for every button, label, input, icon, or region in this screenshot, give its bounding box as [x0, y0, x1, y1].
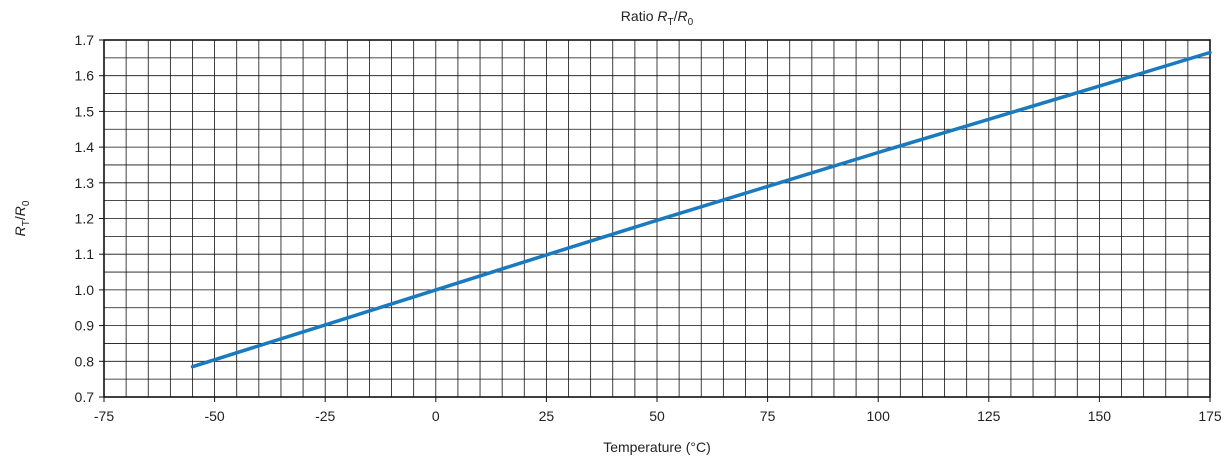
y-tick-label: 1.2 [75, 211, 95, 227]
x-axis-ticks: -75 -50 -25 0 25 50 75 100 125 150 175 [94, 397, 1222, 424]
y-tick-label: 1.5 [75, 103, 95, 119]
x-tick-label: 125 [977, 408, 1001, 424]
y-tick-label: 1.4 [75, 139, 95, 155]
y-tick-label: 0.9 [75, 318, 95, 334]
x-tick-label: 175 [1198, 408, 1222, 424]
ylabel-slash: / [12, 216, 28, 220]
y-tick-label: 0.7 [75, 389, 95, 405]
series-layer [190, 50, 1212, 369]
title-sub1: T [668, 17, 674, 28]
title-var2: R [678, 8, 688, 24]
x-tick-label: 25 [539, 408, 555, 424]
y-tick-label: 1.7 [75, 32, 95, 48]
y-tick-label: 1.1 [75, 246, 95, 262]
y-tick-label: 1.6 [75, 68, 95, 84]
x-tick-label: 50 [649, 408, 665, 424]
x-tick-label: 150 [1088, 408, 1112, 424]
x-tick-label: 75 [760, 408, 776, 424]
x-tick-label: -25 [315, 408, 335, 424]
x-tick-label: 0 [432, 408, 440, 424]
series-line [190, 50, 1212, 369]
ylabel-sub2: 0 [21, 200, 32, 206]
chart-title: Ratio RT/R0 [621, 8, 694, 28]
y-tick-label: 0.8 [75, 353, 95, 369]
y-tick-label: 1.3 [75, 175, 95, 191]
y-axis-label: RT/R0 [12, 200, 32, 236]
y-tick-label: 1.0 [75, 282, 95, 298]
x-tick-label: 100 [867, 408, 891, 424]
ylabel-var1: R [12, 226, 28, 236]
x-axis-label: Temperature (°C) [603, 439, 711, 455]
ylabel-sub1: T [21, 220, 32, 226]
grid [104, 40, 1210, 397]
title-slash: / [674, 8, 678, 24]
x-tick-label: -75 [94, 408, 114, 424]
title-sub2: 0 [688, 17, 694, 28]
y-axis-ticks: 0.7 0.8 0.9 1.0 1.1 1.2 1.3 1.4 1.5 1.6 1.7 [75, 32, 104, 405]
title-prefix: Ratio [621, 8, 658, 24]
x-tick-label: -50 [204, 408, 224, 424]
ylabel-var2: R [12, 206, 28, 216]
title-var1: R [657, 8, 667, 24]
